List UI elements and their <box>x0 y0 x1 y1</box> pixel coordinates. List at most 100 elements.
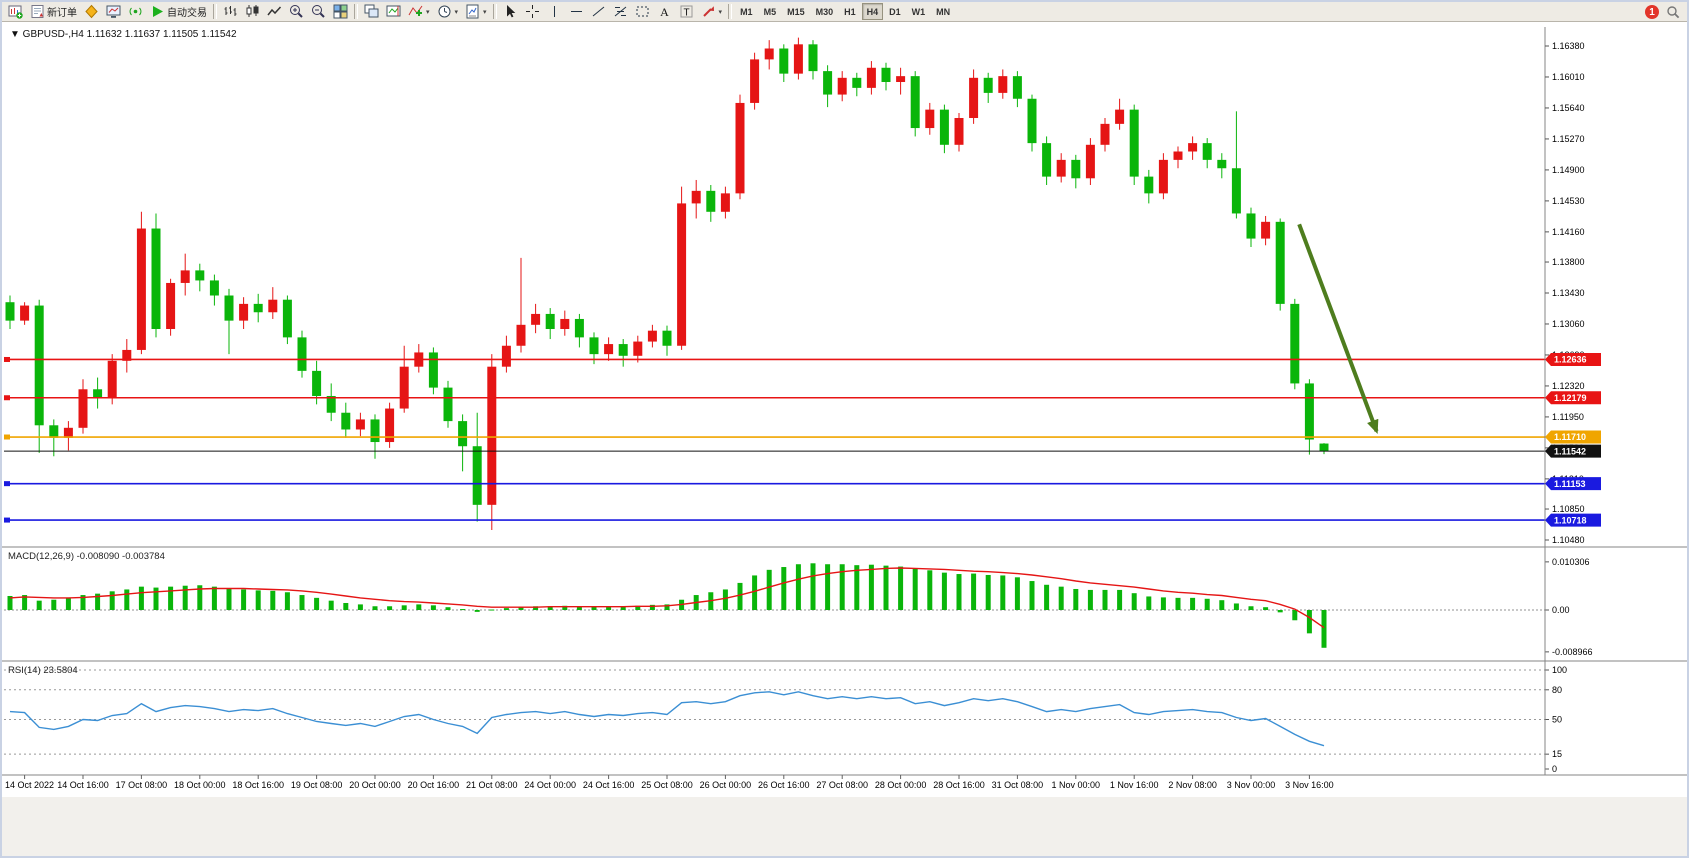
time-axis-label: 19 Oct 08:00 <box>291 780 343 790</box>
time-axis-label: 14 Oct 2022 <box>5 780 54 790</box>
time-axis-label: 27 Oct 08:00 <box>816 780 868 790</box>
crosshair-button[interactable] <box>522 3 543 20</box>
time-axis-label: 24 Oct 16:00 <box>583 780 635 790</box>
periods-button[interactable]: ▾ <box>434 3 462 20</box>
rsi-axis-tick: 50 <box>1552 715 1562 725</box>
timeframe-w1-button[interactable]: W1 <box>911 6 926 17</box>
timeframe-m30-button[interactable]: M30 <box>815 6 834 17</box>
rsi-label: RSI(14) 23.5804 <box>8 665 78 676</box>
signals-button[interactable] <box>125 3 146 20</box>
metaquotes-button[interactable] <box>81 3 102 20</box>
arrows-tool-button[interactable]: ▾ <box>698 3 726 20</box>
horizontal-line-button[interactable] <box>566 3 587 20</box>
price-axis-tick: 1.10480 <box>1552 535 1585 545</box>
time-axis-label: 26 Oct 16:00 <box>758 780 810 790</box>
shapes-button[interactable] <box>632 3 653 20</box>
fibonacci-button[interactable] <box>610 3 631 20</box>
chart-canvas[interactable]: ▼ GBPUSD-,H4 1.11632 1.11637 1.11505 1.1… <box>2 22 1687 856</box>
time-axis-label: 18 Oct 16:00 <box>232 780 284 790</box>
tile-windows-button[interactable] <box>330 3 351 20</box>
time-axis-label: 26 Oct 00:00 <box>700 780 752 790</box>
label-icon: T <box>680 5 693 19</box>
chevron-down-icon: ▾ <box>483 8 487 16</box>
text-button[interactable]: A <box>654 3 675 20</box>
horizontal-lines[interactable] <box>4 356 1545 523</box>
rsi-line <box>9 691 1325 747</box>
timeframe-m15-button[interactable]: M15 <box>787 6 805 17</box>
macd-axis-tick: 0.010306 <box>1552 557 1590 567</box>
candlestick-series <box>5 37 1329 530</box>
time-axis-label: 28 Oct 16:00 <box>933 780 985 790</box>
price-tags: 1.12636 1.12179 1.11710 1.11542 1.11153 1.107… <box>1545 352 1601 527</box>
bar-chart-mode-button[interactable] <box>220 3 241 20</box>
symbol-ohlc-label: ▼ GBPUSD-,H4 1.11632 1.11637 1.11505 1.1… <box>10 29 237 40</box>
time-axis-label: 20 Oct 00:00 <box>349 780 401 790</box>
price-axis-tick: 1.10850 <box>1552 504 1585 514</box>
search-icon[interactable] <box>1666 5 1680 24</box>
template-icon <box>466 4 479 19</box>
price-axis-tick: 1.12320 <box>1552 381 1585 391</box>
chevron-down-icon: ▾ <box>454 8 459 16</box>
signals-icon <box>129 7 142 16</box>
auto-trading-button[interactable]: 自动交易 <box>147 3 210 20</box>
candlestick-mode-button[interactable] <box>242 3 263 20</box>
indicators-button[interactable]: ▾ <box>405 3 433 20</box>
chart-background <box>2 22 1687 856</box>
cursor-button[interactable] <box>500 3 521 20</box>
track-icon <box>386 5 401 17</box>
text-label-button[interactable]: T <box>676 3 697 20</box>
toolbar-separator <box>728 4 733 19</box>
trend-arrow-annotation[interactable] <box>1297 223 1379 434</box>
timeframe-m1-button[interactable]: M1 <box>740 6 753 17</box>
new-chart-button[interactable] <box>5 3 26 20</box>
timeframe-d1-button[interactable]: D1 <box>889 6 901 17</box>
arrange-windows-button[interactable] <box>361 3 382 20</box>
notification-badge[interactable]: 1 <box>1645 5 1659 19</box>
arrow-tool-icon <box>702 6 714 17</box>
fibonacci-icon <box>614 6 626 17</box>
timeframe-mn-button[interactable]: MN <box>936 6 951 17</box>
time-axis-label: 2 Nov 08:00 <box>1168 780 1217 790</box>
timeframe-m5-button[interactable]: M5 <box>763 6 777 17</box>
text-icon: A <box>660 5 669 19</box>
time-axis-label: 3 Nov 00:00 <box>1227 780 1276 790</box>
price-axis-tick: 1.11950 <box>1552 412 1584 422</box>
timeframe-h1-button[interactable]: H1 <box>844 6 856 17</box>
time-axis-label: 17 Oct 08:00 <box>116 780 168 790</box>
price-axis-tick: 1.14160 <box>1552 227 1585 237</box>
time-axis-label: 28 Oct 00:00 <box>875 780 927 790</box>
cascade-icon <box>364 4 379 18</box>
main-toolbar: 新订单 自动交易 ▾ ▾ ▾ A T ▾ M1 M5 M15 M30 H1 H4 D1 W1 MN 1 <box>2 2 1687 22</box>
chart-area: ▼ GBPUSD-,H4 1.11632 1.11637 1.11505 1.1… <box>2 22 1687 856</box>
auto-trading-label: 自动交易 <box>167 8 207 19</box>
price-tag-pivot: 1.11710 <box>1554 432 1586 442</box>
price-axis-tick: 1.14530 <box>1552 196 1585 206</box>
templates-button[interactable]: ▾ <box>462 3 490 20</box>
cursor-icon <box>506 5 515 18</box>
price-axis-tick: 1.13800 <box>1552 257 1585 267</box>
price-tag-current-price: 1.11542 <box>1554 446 1586 456</box>
new-order-button[interactable]: 新订单 <box>27 3 80 20</box>
time-axis-label: 1 Nov 16:00 <box>1110 780 1159 790</box>
chart-window-button[interactable] <box>103 3 124 20</box>
trendline-button[interactable] <box>588 3 609 20</box>
auto-scroll-button[interactable] <box>383 3 404 20</box>
vertical-line-button[interactable] <box>544 3 565 20</box>
play-icon <box>153 6 163 17</box>
timeframe-h4-button[interactable]: H4 <box>861 3 884 20</box>
zoom-in-button[interactable] <box>286 3 307 20</box>
macd-histogram <box>7 563 1327 648</box>
shapes-icon <box>636 6 649 17</box>
rsi-axis-tick: 0 <box>1552 764 1557 774</box>
new-order-label: 新订单 <box>47 8 77 19</box>
order-form-icon <box>31 5 44 18</box>
tile-icon <box>333 4 348 19</box>
zoom-out-icon <box>312 5 325 18</box>
zoom-in-icon <box>290 5 303 18</box>
line-icon <box>267 6 282 16</box>
price-axis-tick: 1.15640 <box>1552 103 1585 113</box>
rsi-axis-tick: 15 <box>1552 749 1562 759</box>
price-axis-tick: 1.16380 <box>1552 41 1585 51</box>
zoom-out-button[interactable] <box>308 3 329 20</box>
line-chart-mode-button[interactable] <box>264 3 285 20</box>
